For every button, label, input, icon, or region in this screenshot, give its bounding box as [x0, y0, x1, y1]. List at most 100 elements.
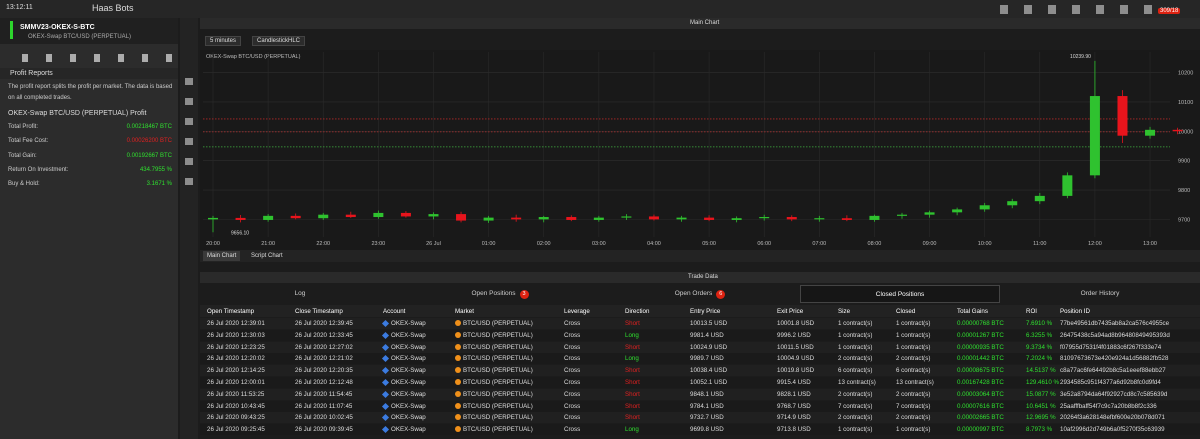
table-cell: 0.00002665 BTC — [957, 414, 1004, 422]
column-header[interactable]: Exit Price — [777, 308, 804, 315]
table-cell: 9768.7 USD — [777, 402, 811, 410]
x-tick-label: 01:00 — [482, 241, 496, 247]
table-cell: 2 contract(s) — [838, 355, 873, 363]
candle-body — [1145, 129, 1156, 136]
table-cell: BTC/USD (PERPETUAL) — [463, 320, 533, 327]
bot-name[interactable]: SMMV23-OKEX-S-BTC — [20, 24, 95, 31]
table-cell: Short — [625, 402, 640, 410]
candle-body — [428, 214, 439, 217]
table-cell: 0.00000935 BTC — [957, 343, 1004, 351]
table-cell: 10052.1 USD — [690, 379, 728, 386]
candle-body — [676, 217, 687, 220]
table-cell: Long — [625, 355, 639, 363]
table-cell: 2 contract(s) — [896, 414, 931, 422]
table-cell: 0.00001442 BTC — [957, 355, 1004, 363]
bot-toolbar[interactable] — [22, 54, 172, 62]
x-tick-label: 12:00 — [1088, 241, 1102, 247]
table-cell: 25aafffbaff54f7c9c7a20b8b8f2c336 — [1060, 402, 1157, 410]
candle-body — [924, 212, 935, 215]
table-cell: Long — [625, 331, 639, 339]
row-background — [200, 424, 1200, 436]
table-cell: 26 Jul 2020 12:30:03 — [207, 331, 265, 339]
report-label: Return On Investment: — [8, 166, 69, 173]
table-cell: 9732.7 USD — [690, 414, 724, 422]
column-header[interactable]: Position ID — [1060, 308, 1090, 315]
table-cell: BTC/USD (PERPETUAL) — [463, 355, 533, 363]
candle-body — [511, 217, 522, 220]
report-value: 0.00026200 BTC — [126, 138, 172, 145]
report-label: Buy & Hold: — [8, 181, 40, 188]
chart-tab[interactable]: Main Chart — [203, 251, 241, 261]
candle-body — [897, 214, 907, 216]
table-cell: 7 contract(s) — [838, 402, 873, 410]
x-tick-label: 20:00 — [206, 241, 220, 247]
table-cell: 8.7973 % — [1026, 426, 1053, 434]
table-cell: 1 contract(s) — [838, 426, 873, 434]
trade-tab[interactable]: Open Positions 3 — [400, 285, 600, 303]
report-description: The profit report splits the profit per … — [8, 84, 173, 101]
market-icon — [455, 426, 461, 433]
clock: 13:12:11 — [6, 4, 33, 11]
table-cell: OKEX-Swap — [391, 355, 426, 363]
table-cell: 9699.8 USD — [690, 426, 724, 434]
trade-header: Trade Data — [200, 272, 1200, 283]
candle-body — [538, 217, 549, 220]
column-header[interactable]: Close Timestamp — [295, 308, 343, 315]
column-header[interactable]: Total Gains — [957, 308, 988, 315]
table-cell: 6 contract(s) — [896, 367, 931, 375]
chart-tab[interactable]: Script Chart — [251, 253, 283, 259]
notification-badge[interactable]: 309/18 — [1158, 8, 1181, 14]
table-cell: Cross — [564, 414, 581, 422]
trade-tab[interactable]: Closed Positions — [800, 285, 1000, 303]
table-cell: 10019.8 USD — [777, 367, 815, 375]
trade-tab[interactable]: Order History — [1000, 285, 1200, 303]
table-cell: 26 Jul 2020 09:25:45 — [207, 426, 265, 434]
table-cell: 0.00008675 BTC — [957, 367, 1004, 375]
table-cell: BTC/USD (PERPETUAL) — [463, 343, 533, 351]
market-icon — [455, 343, 461, 350]
column-header[interactable]: Market — [455, 308, 474, 315]
row-background — [200, 400, 1200, 412]
column-header[interactable]: Closed — [896, 308, 916, 315]
candle-body — [731, 218, 742, 220]
table-cell: Cross — [564, 367, 581, 375]
table-cell: 26 Jul 2020 12:12:48 — [295, 379, 353, 386]
table-cell: 26475438c5a94ad8b96480849495393d — [1060, 331, 1170, 339]
table-cell: 9.3734 % — [1026, 343, 1053, 351]
column-header[interactable]: Leverage — [564, 308, 590, 315]
y-tick-label: 10000 — [1178, 129, 1193, 135]
trade-tab[interactable]: Log — [200, 285, 400, 303]
table-cell: BTC/USD (PERPETUAL) — [463, 379, 533, 386]
table-cell: 1 contract(s) — [896, 331, 931, 339]
y-tick-label: 10200 — [1178, 71, 1193, 77]
app-title[interactable]: Haas Bots — [92, 3, 134, 13]
toolbar-icons[interactable] — [1000, 5, 1160, 14]
row-background — [200, 412, 1200, 424]
table-cell: Cross — [564, 331, 581, 339]
table-cell: 9784.1 USD — [690, 402, 724, 410]
nav-icons[interactable] — [185, 78, 193, 188]
trade-tab[interactable]: Open Orders 6 — [600, 285, 800, 303]
table-cell: 10.6451 % — [1026, 402, 1056, 410]
column-header[interactable]: Account — [383, 308, 406, 315]
style-select[interactable]: CandlestickHLC — [252, 36, 306, 46]
report-label: Total Profit: — [8, 124, 39, 130]
table-cell: Short — [625, 320, 640, 327]
column-header[interactable]: Open Timestamp — [207, 308, 255, 315]
column-header[interactable]: Direction — [625, 308, 650, 315]
table-cell: 6.3255 % — [1026, 331, 1053, 339]
candle-body — [263, 215, 274, 220]
table-cell: 13 contract(s) — [896, 379, 934, 386]
candle-body — [952, 209, 963, 213]
column-header[interactable]: Size — [838, 308, 851, 315]
table-cell: OKEX-Swap — [391, 331, 426, 339]
high-label: 10239.90 — [1070, 54, 1091, 60]
table-cell: 26 Jul 2020 12:33:45 — [295, 331, 353, 339]
interval-select[interactable]: 5 minutes — [205, 36, 242, 46]
column-header[interactable]: Entry Price — [690, 308, 721, 315]
x-tick-label: 08:00 — [868, 241, 882, 247]
table-cell: Short — [625, 414, 640, 422]
table-cell: BTC/USD (PERPETUAL) — [463, 426, 533, 434]
column-header[interactable]: ROI — [1026, 308, 1038, 315]
